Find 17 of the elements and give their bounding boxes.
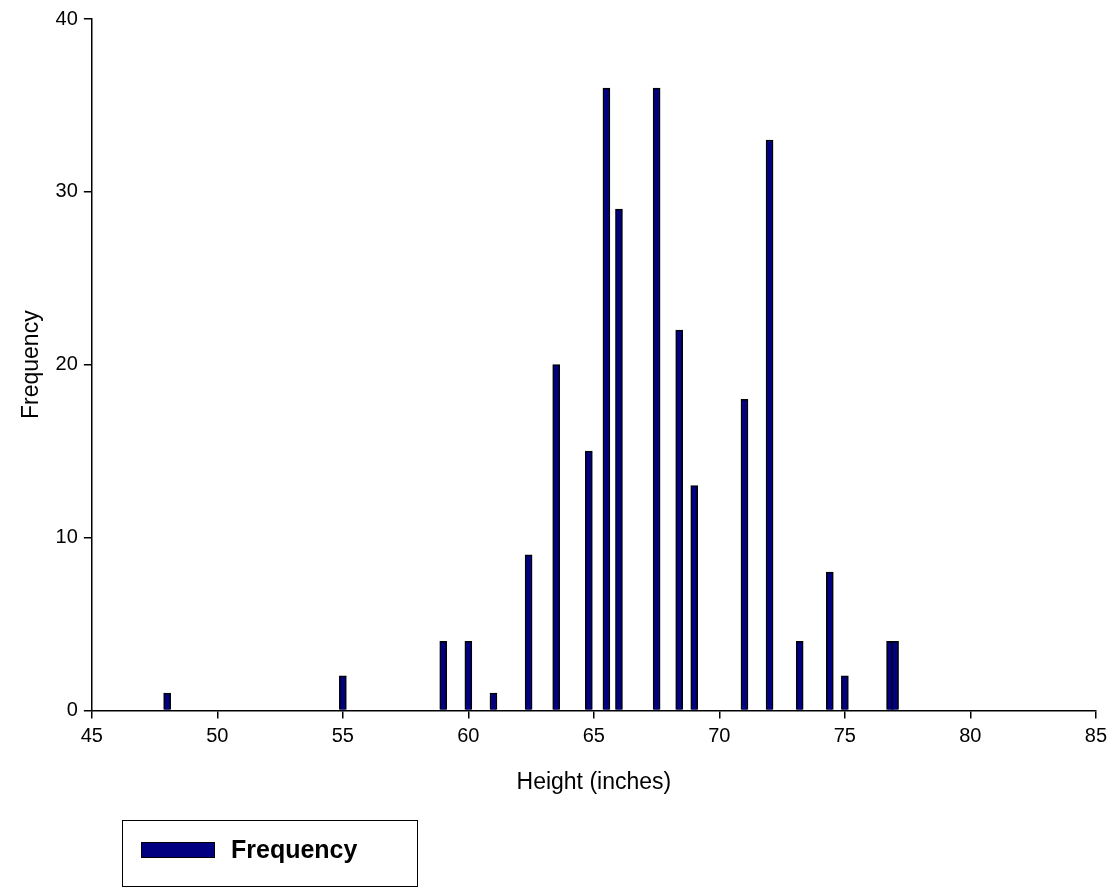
x-axis-title: Height (inches)	[516, 767, 672, 794]
x-tick-label: 55	[331, 723, 354, 746]
x-tick-label: 50	[206, 723, 229, 746]
x-tick-label: 60	[457, 723, 480, 746]
x-tick-label: 65	[582, 723, 605, 746]
y-axis-title: Frequency	[17, 309, 44, 420]
y-tick-label: 0	[66, 697, 78, 720]
y-tick-label: 40	[55, 6, 78, 29]
legend-label: Frequency	[231, 835, 358, 864]
x-tick-label: 80	[959, 723, 982, 746]
x-tick-label: 45	[80, 723, 103, 746]
x-tick-label: 85	[1084, 723, 1107, 746]
x-tick-label: 75	[833, 723, 856, 746]
y-tick-label: 30	[55, 179, 78, 202]
y-tick-label: 20	[55, 352, 78, 375]
x-tick-label: 70	[708, 723, 731, 746]
y-tick-label: 10	[55, 525, 78, 548]
